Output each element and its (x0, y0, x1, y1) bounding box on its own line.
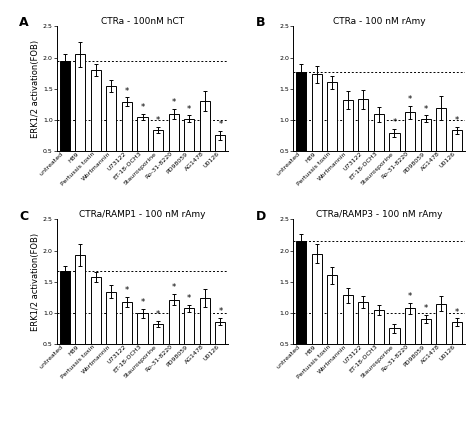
Bar (106, 86, 117, 182)
Bar (452, 322, 462, 375)
Bar (405, 112, 415, 182)
Bar (122, 102, 132, 182)
Bar (106, 292, 117, 375)
Bar (153, 130, 163, 182)
Bar (60, 270, 70, 375)
Bar (184, 119, 194, 182)
Bar (91, 277, 101, 375)
Bar (215, 321, 226, 375)
Bar (343, 295, 353, 375)
Bar (311, 254, 322, 375)
Text: *: * (423, 105, 428, 114)
Bar (296, 72, 306, 182)
Y-axis label: ERK1/2 activation(FOB): ERK1/2 activation(FOB) (31, 40, 40, 138)
Text: *: * (408, 292, 412, 301)
Bar (358, 302, 368, 375)
Text: *: * (187, 294, 191, 303)
Text: *: * (218, 307, 222, 316)
Bar (405, 309, 415, 375)
Bar (374, 310, 384, 375)
Bar (200, 101, 210, 182)
Bar (122, 302, 132, 375)
Bar (184, 309, 194, 375)
Text: *: * (125, 86, 129, 96)
Bar (153, 324, 163, 375)
Bar (75, 255, 85, 375)
Text: *: * (218, 120, 222, 129)
Bar (137, 117, 147, 182)
Text: A: A (19, 16, 29, 30)
Bar (215, 135, 226, 182)
Bar (91, 70, 101, 182)
Bar (169, 114, 179, 182)
Text: *: * (408, 95, 412, 104)
Text: B: B (255, 16, 265, 30)
Title: CTRa/RAMP3 - 100 nM rAmy: CTRa/RAMP3 - 100 nM rAmy (316, 209, 442, 219)
Bar (420, 319, 431, 375)
Bar (436, 108, 446, 182)
Bar (390, 133, 400, 182)
Bar (169, 300, 179, 375)
Bar (327, 276, 337, 375)
Bar (327, 82, 337, 182)
Title: CTRa - 100 nM rAmy: CTRa - 100 nM rAmy (333, 17, 425, 26)
Bar (436, 303, 446, 375)
Text: *: * (172, 283, 176, 292)
Bar (60, 61, 70, 182)
Bar (390, 329, 400, 375)
Title: CTRa - 100nM hCT: CTRa - 100nM hCT (101, 17, 184, 26)
Bar (452, 131, 462, 182)
Title: CTRa/RAMP1 - 100 nM rAmy: CTRa/RAMP1 - 100 nM rAmy (79, 209, 206, 219)
Bar (200, 298, 210, 375)
Bar (75, 55, 85, 182)
Bar (374, 114, 384, 182)
Text: *: * (156, 116, 160, 125)
Text: *: * (455, 116, 459, 125)
Text: *: * (140, 103, 145, 112)
Text: D: D (255, 209, 266, 223)
Bar (296, 241, 306, 375)
Text: *: * (392, 118, 397, 127)
Bar (343, 100, 353, 182)
Bar (420, 119, 431, 182)
Text: *: * (172, 98, 176, 108)
Y-axis label: ERK1/2 activation(FOB): ERK1/2 activation(FOB) (31, 233, 40, 331)
Bar (358, 99, 368, 182)
Text: *: * (423, 304, 428, 314)
Text: *: * (455, 307, 459, 317)
Text: *: * (140, 298, 145, 307)
Bar (311, 75, 322, 182)
Text: *: * (125, 286, 129, 295)
Text: C: C (19, 209, 28, 223)
Bar (137, 314, 147, 375)
Text: *: * (156, 310, 160, 319)
Text: *: * (187, 105, 191, 114)
